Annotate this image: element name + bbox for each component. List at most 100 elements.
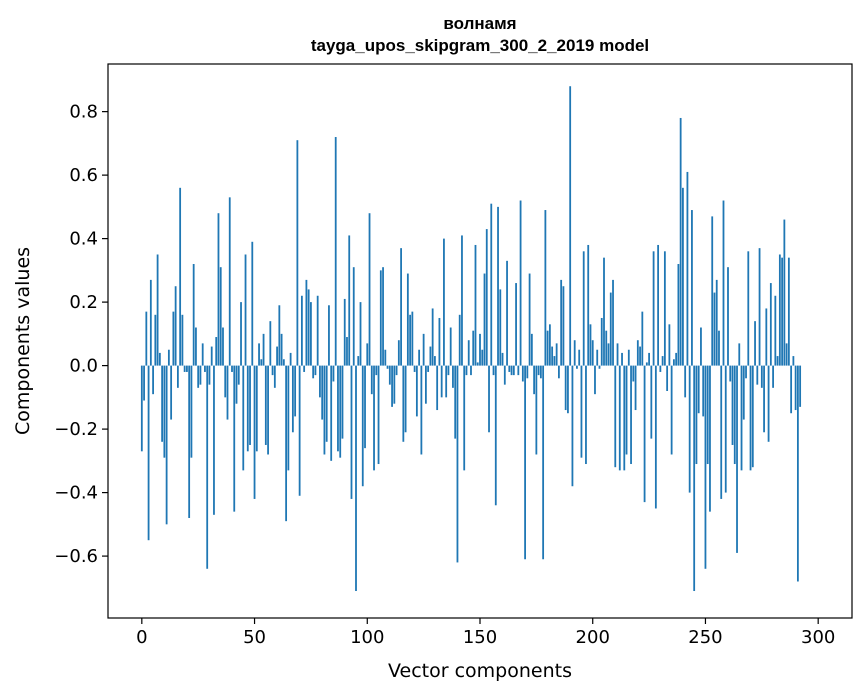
bar-110 [388,365,391,385]
bar-49 [251,241,254,366]
bar-206 [605,330,608,366]
bar-57 [269,321,272,366]
bar-235 [670,365,673,455]
bar-239 [679,117,682,366]
bar-47 [246,365,249,452]
bar-77 [314,365,317,376]
bar-83 [328,305,330,366]
bar-172 [528,273,531,366]
bar-177 [539,365,542,379]
bar-113 [395,365,398,376]
bar-168 [519,200,522,366]
bar-216 [627,349,630,366]
chart-title: волнамя [443,14,516,33]
bar-135 [445,365,448,398]
bar-147 [472,330,475,366]
bar-99 [364,365,366,449]
bar-219 [634,365,637,411]
bar-10 [163,365,166,458]
bar-251 [706,365,709,465]
bar-45 [242,365,245,471]
bar-80 [321,365,324,420]
bar-11 [165,365,168,525]
bar-248 [700,327,702,366]
bar-201 [594,365,596,395]
bar-191 [571,365,574,487]
bar-272 [754,321,756,366]
bar-199 [589,324,592,366]
bar-30 [208,365,211,385]
bar-224 [645,362,648,366]
bar-280 [772,365,774,388]
bar-128 [429,346,432,366]
bar-8 [158,352,161,366]
bar-132 [438,317,441,366]
bar-257 [720,365,723,499]
bar-61 [278,305,281,366]
bar-62 [280,333,283,366]
bar-97 [359,302,362,366]
bar-218 [632,365,635,382]
bar-217 [630,365,632,465]
bar-112 [393,365,396,404]
bar-242 [686,171,689,366]
bar-series [140,86,802,592]
bar-158 [497,206,499,366]
bar-198 [587,244,590,366]
bar-160 [501,352,504,366]
bar-213 [621,352,623,366]
bar-247 [697,365,700,414]
bar-260 [727,267,729,366]
bar-179 [544,210,547,366]
bar-278 [767,365,770,442]
bar-118 [406,273,409,366]
bar-202 [596,349,599,366]
bar-89 [341,365,344,439]
bar-246 [695,365,698,465]
x-tick-label: 0 [136,627,147,648]
bar-142 [461,235,463,366]
bar-173 [530,333,533,366]
bar-249 [702,365,705,417]
bar-90 [343,298,346,366]
bar-106 [379,270,382,366]
bar-166 [515,283,517,366]
bar-58 [271,365,274,376]
bar-42 [235,365,238,404]
bar-75 [310,302,312,366]
bar-3 [147,365,150,541]
bar-281 [774,295,777,366]
bar-50 [253,365,256,499]
bar-21 [188,365,191,518]
bar-63 [282,359,285,366]
bar-200 [591,340,594,366]
x-tick-label: 200 [576,627,610,648]
bar-34 [217,213,220,366]
bar-43 [237,365,240,385]
bar-55 [264,365,267,445]
bar-289 [792,356,795,366]
bar-88 [339,365,342,458]
bar-29 [206,365,209,569]
bar-2 [145,311,148,366]
bar-68 [294,365,297,417]
bar-17 [179,187,182,366]
bar-22 [190,365,193,458]
bar-231 [661,356,664,366]
bar-275 [760,365,763,388]
bar-119 [409,314,412,366]
bar-133 [440,365,443,398]
bar-221 [639,346,641,366]
bar-178 [542,365,545,560]
x-tick-label: 300 [801,627,835,648]
bar-70 [298,365,301,496]
bar-129 [431,308,434,366]
bar-222 [641,311,644,366]
bar-234 [668,324,671,366]
bar-292 [799,365,802,407]
bar-27 [201,343,204,366]
bar-124 [420,365,423,455]
bar-236 [672,359,675,366]
bar-156 [492,365,495,376]
bar-60 [276,346,278,366]
